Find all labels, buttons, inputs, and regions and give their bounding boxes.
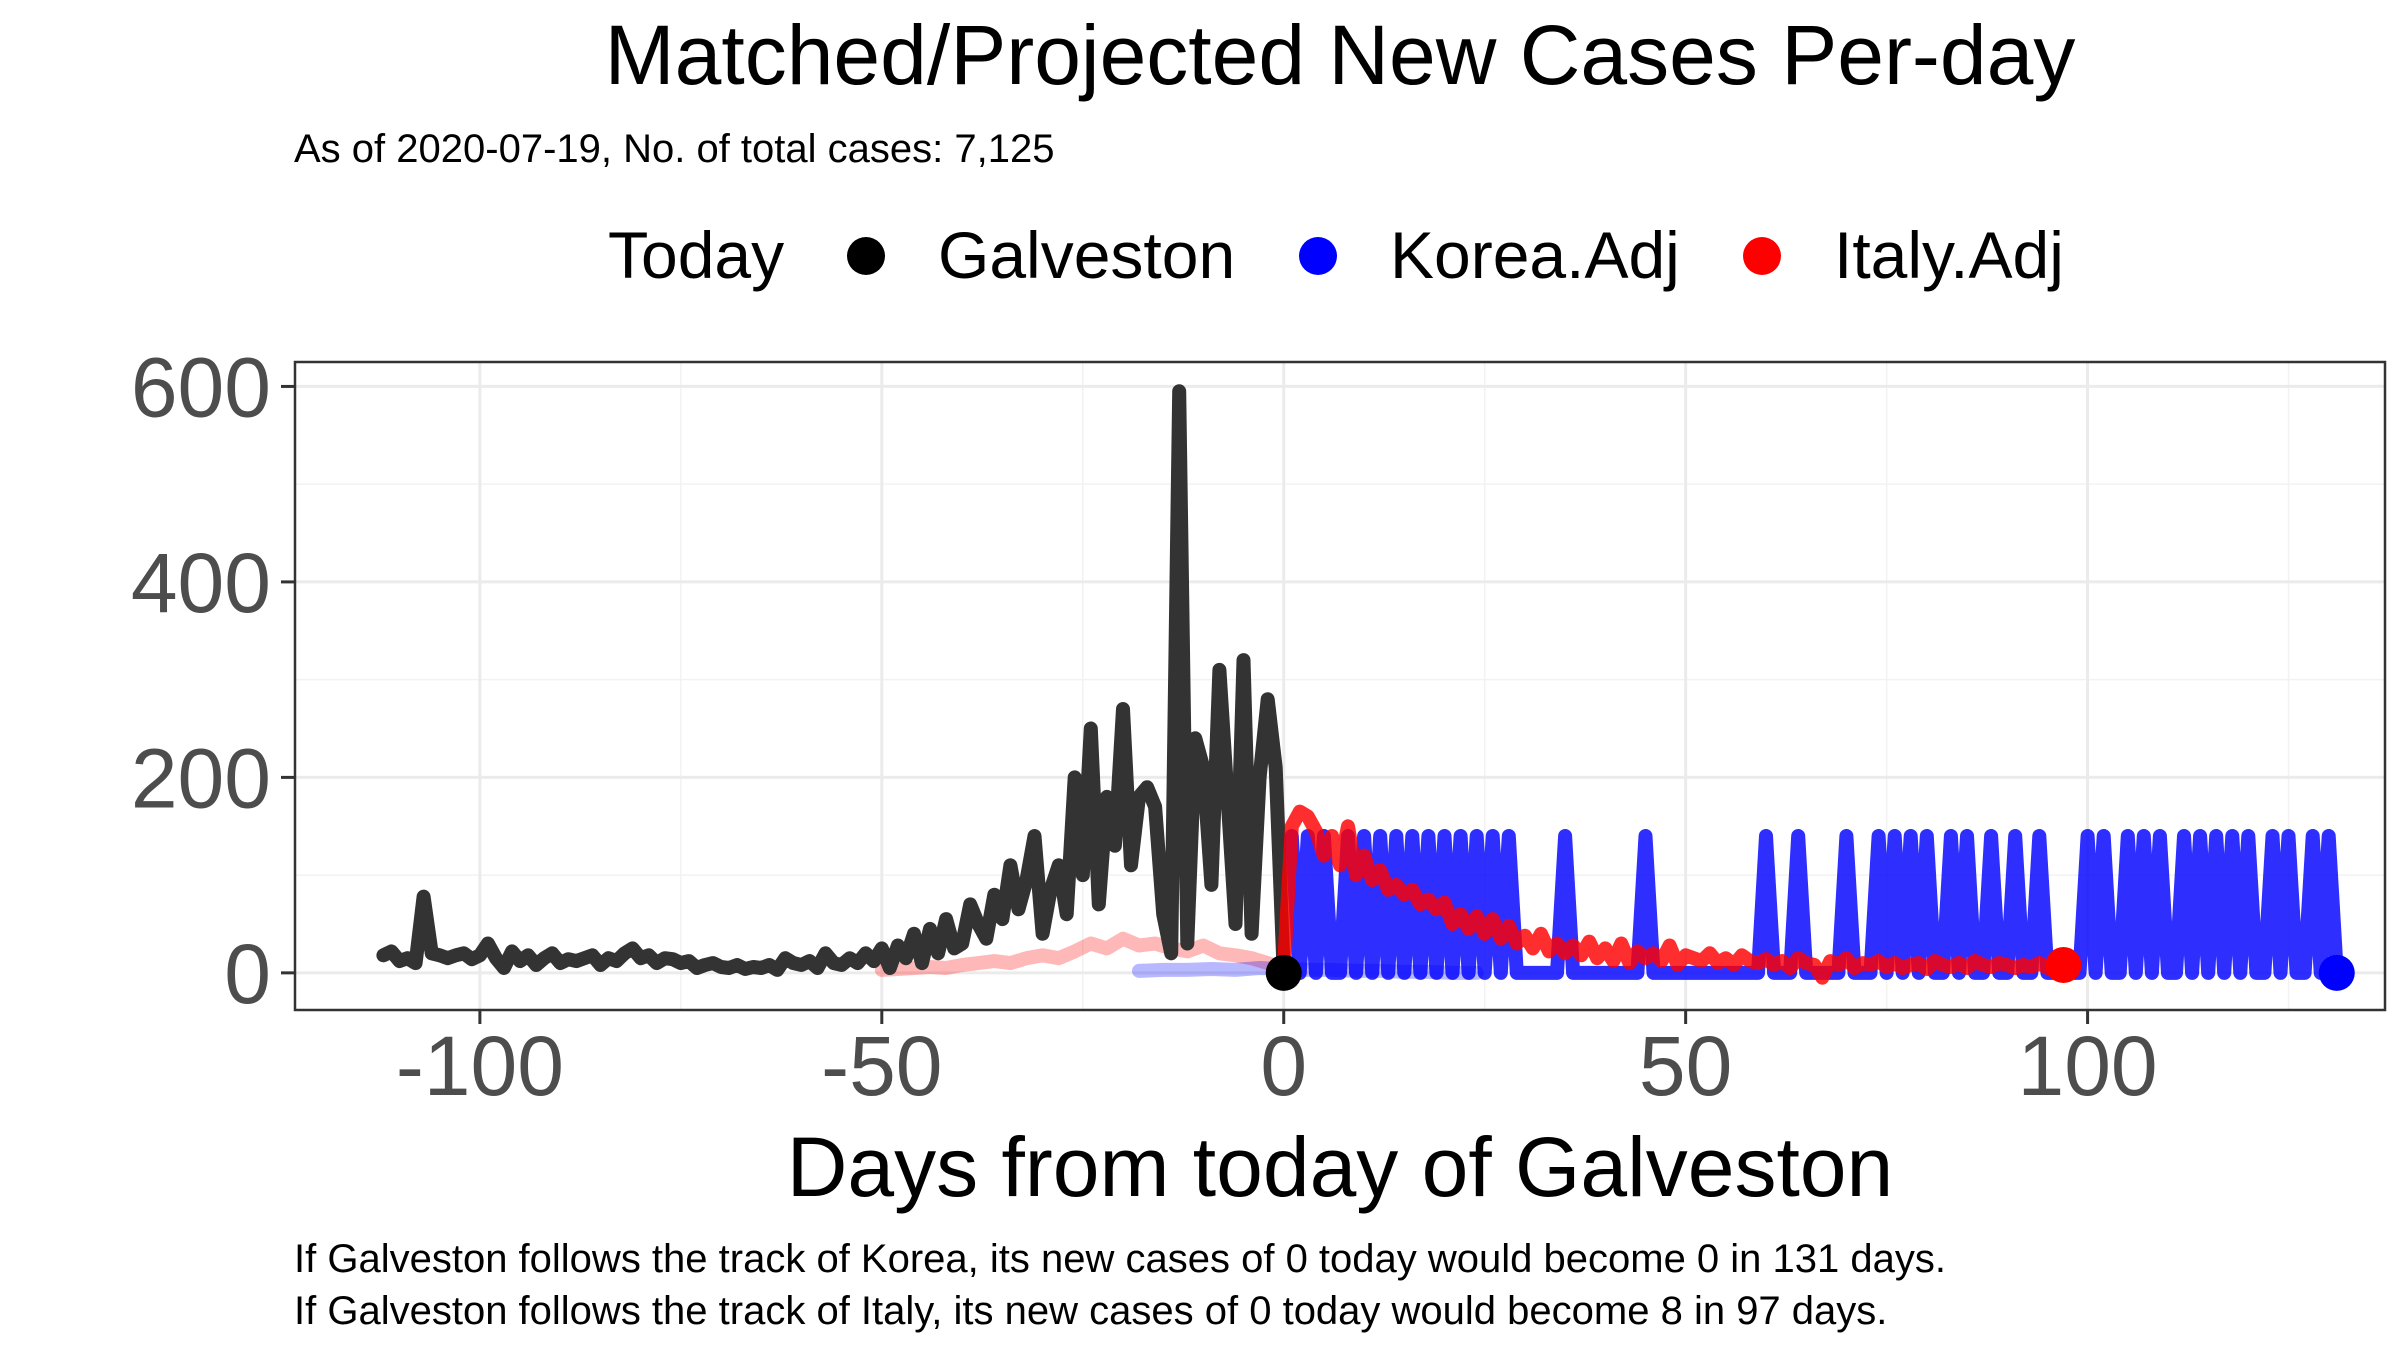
x-tick-label: -100 [396, 1019, 564, 1113]
chart-subtitle: As of 2020-07-19, No. of total cases: 7,… [294, 127, 1054, 171]
legend-key-italy [1743, 237, 1781, 275]
axes: -100 -50 0 50 100 0 200 400 600 [131, 340, 2158, 1113]
x-tick-label: 100 [2017, 1019, 2157, 1113]
x-tick-label: 50 [1639, 1019, 1732, 1113]
legend-label-galveston: Galveston [938, 218, 1235, 292]
footnote-line-1: If Galveston follows the track of Korea,… [294, 1237, 1946, 1281]
x-tick-label: 0 [1260, 1019, 1307, 1113]
legend-title: Today [608, 218, 784, 292]
series-marker-galveston [1265, 954, 1302, 991]
series-marker-italy-adj [2045, 947, 2082, 984]
plot-panel-border [293, 360, 2387, 1012]
y-tick-label: 0 [224, 927, 271, 1021]
footnote-line-2: If Galveston follows the track of Italy,… [294, 1289, 1887, 1333]
marker-layer [1265, 947, 2355, 991]
y-tick-label: 600 [131, 340, 271, 434]
series-line-italy-adj [1276, 804, 2071, 985]
chart-title: Matched/Projected New Cases Per-day [605, 8, 2076, 102]
y-tick-label: 200 [131, 731, 271, 825]
legend-key-korea [1299, 237, 1337, 275]
y-tick-label: 400 [131, 536, 271, 630]
x-axis-label: Days from today of Galveston [787, 1120, 1893, 1214]
x-tick-label: -50 [821, 1019, 942, 1113]
legend: Today Galveston Korea.Adj Italy.Adj [608, 218, 2064, 292]
series-line-galveston [376, 384, 1291, 980]
legend-label-italy: Italy.Adj [1834, 218, 2064, 292]
series-marker-korea-adj [2318, 954, 2355, 991]
legend-key-galveston [847, 237, 885, 275]
series-line-italy-adj-matched [874, 931, 1291, 977]
legend-label-korea: Korea.Adj [1390, 218, 1680, 292]
series-layer [376, 384, 2344, 985]
